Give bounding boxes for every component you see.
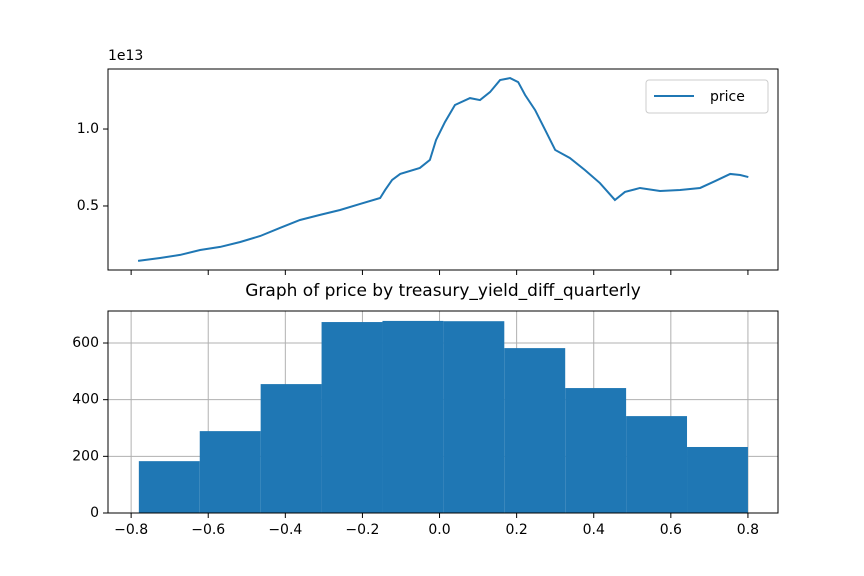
x-tick-label: −0.8 xyxy=(114,522,148,538)
histogram-bar xyxy=(138,461,200,513)
x-tick-label: 0.0 xyxy=(428,522,450,538)
histogram-bar xyxy=(260,384,322,513)
legend-label: price xyxy=(710,89,745,105)
histogram-bar xyxy=(565,388,627,513)
y-tick-label: 0.5 xyxy=(77,198,99,214)
price-line xyxy=(137,77,749,262)
x-tick-label: 0.4 xyxy=(583,522,605,538)
x-tick-label: 0.6 xyxy=(660,522,682,538)
legend-box xyxy=(645,79,769,114)
histogram-bar xyxy=(504,348,566,513)
y-tick-label: 0 xyxy=(90,505,99,521)
histogram-bar xyxy=(199,431,261,513)
x-tick-label: 0.2 xyxy=(505,522,527,538)
histogram-bar xyxy=(626,416,688,513)
histogram-bar xyxy=(687,446,748,513)
histogram-bar xyxy=(321,322,383,513)
plot-area xyxy=(137,77,749,262)
axes-frame xyxy=(107,310,779,514)
y-tick-label: 200 xyxy=(72,448,99,464)
x-tick-label: −0.6 xyxy=(191,522,225,538)
y-tick-label: 400 xyxy=(72,392,99,408)
histogram-bar xyxy=(443,321,505,513)
y-tick-label: 600 xyxy=(72,335,99,351)
x-tick-label: −0.2 xyxy=(345,522,379,538)
histogram-bar xyxy=(382,320,444,513)
axes-frame xyxy=(107,68,779,271)
y-tick-label: 1.0 xyxy=(77,121,99,137)
offset-label: 1e13 xyxy=(108,48,143,64)
x-tick-label: 0.8 xyxy=(737,522,759,538)
chart-title: Graph of price by treasury_yield_diff_qu… xyxy=(245,281,641,301)
x-tick-label: −0.4 xyxy=(268,522,302,538)
